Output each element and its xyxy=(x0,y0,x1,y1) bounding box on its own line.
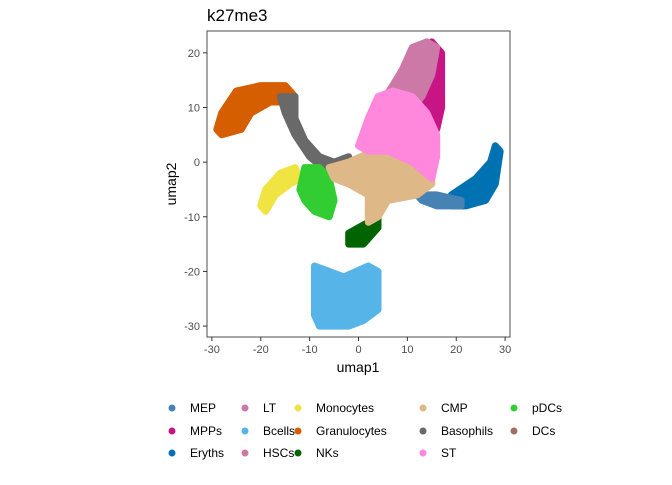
legend-key-mpps xyxy=(168,427,176,435)
points-layer xyxy=(213,38,504,330)
legend: MEP MPPs Eryths LT Bcells HSCs Monocytes Granul… xyxy=(168,401,562,460)
legend-key-basophils xyxy=(419,427,427,435)
y-tick-label: 10 xyxy=(188,103,200,115)
legend-label-bcells: Bcells xyxy=(263,424,295,438)
x-axis-label: umap1 xyxy=(337,359,380,375)
legend-label-hscs: HSCs xyxy=(263,446,294,460)
legend-key-st xyxy=(419,449,427,457)
x-tick-label: 10 xyxy=(401,344,413,356)
x-tick-label: 20 xyxy=(450,344,462,356)
cluster-monocytes xyxy=(257,164,304,215)
legend-key-cmp xyxy=(419,404,427,412)
legend-label-mpps: MPPs xyxy=(190,424,222,438)
y-axis: -30 -20 -10 0 10 20 xyxy=(184,48,207,333)
legend-key-pdcs xyxy=(510,404,518,412)
legend-label-nks: NKs xyxy=(316,446,339,460)
y-tick-label: -20 xyxy=(184,266,200,278)
chart-title: k27me3 xyxy=(207,6,267,25)
legend-label-monocytes: Monocytes xyxy=(316,401,374,415)
legend-label-basophils: Basophils xyxy=(441,424,493,438)
legend-label-mep: MEP xyxy=(190,401,216,415)
legend-key-granulocytes xyxy=(294,427,302,435)
x-tick-label: 30 xyxy=(499,344,511,356)
legend-label-dcs: DCs xyxy=(532,424,555,438)
y-axis-label: umap2 xyxy=(163,162,179,205)
x-tick-label: -30 xyxy=(204,344,220,356)
y-tick-label: -10 xyxy=(184,212,200,224)
legend-key-eryths xyxy=(168,449,176,457)
x-tick-label: -20 xyxy=(253,344,269,356)
x-axis: -30 -20 -10 0 10 20 30 xyxy=(204,337,511,356)
y-tick-label: 20 xyxy=(188,48,200,60)
legend-key-lt xyxy=(241,404,249,412)
legend-key-hscs xyxy=(241,449,249,457)
x-tick-label: -10 xyxy=(302,344,318,356)
legend-label-granulocytes: Granulocytes xyxy=(316,424,387,438)
legend-label-pdcs: pDCs xyxy=(532,401,562,415)
legend-key-nks xyxy=(294,449,302,457)
cluster-pdcs xyxy=(296,164,338,221)
legend-key-monocytes xyxy=(294,404,302,412)
cluster-granulocytes xyxy=(213,82,299,139)
legend-key-bcells xyxy=(241,427,249,435)
cluster-bcells xyxy=(311,262,382,330)
legend-label-st: ST xyxy=(441,446,457,460)
y-tick-label: 0 xyxy=(194,157,200,169)
cluster-mep xyxy=(413,191,465,210)
legend-label-cmp: CMP xyxy=(441,401,468,415)
legend-key-dcs xyxy=(510,427,518,435)
x-tick-label: 0 xyxy=(355,344,361,356)
legend-label-lt: LT xyxy=(263,401,277,415)
legend-key-mep xyxy=(168,404,176,412)
cluster-st xyxy=(355,87,441,182)
legend-label-eryths: Eryths xyxy=(190,446,224,460)
y-tick-label: -30 xyxy=(184,321,200,333)
